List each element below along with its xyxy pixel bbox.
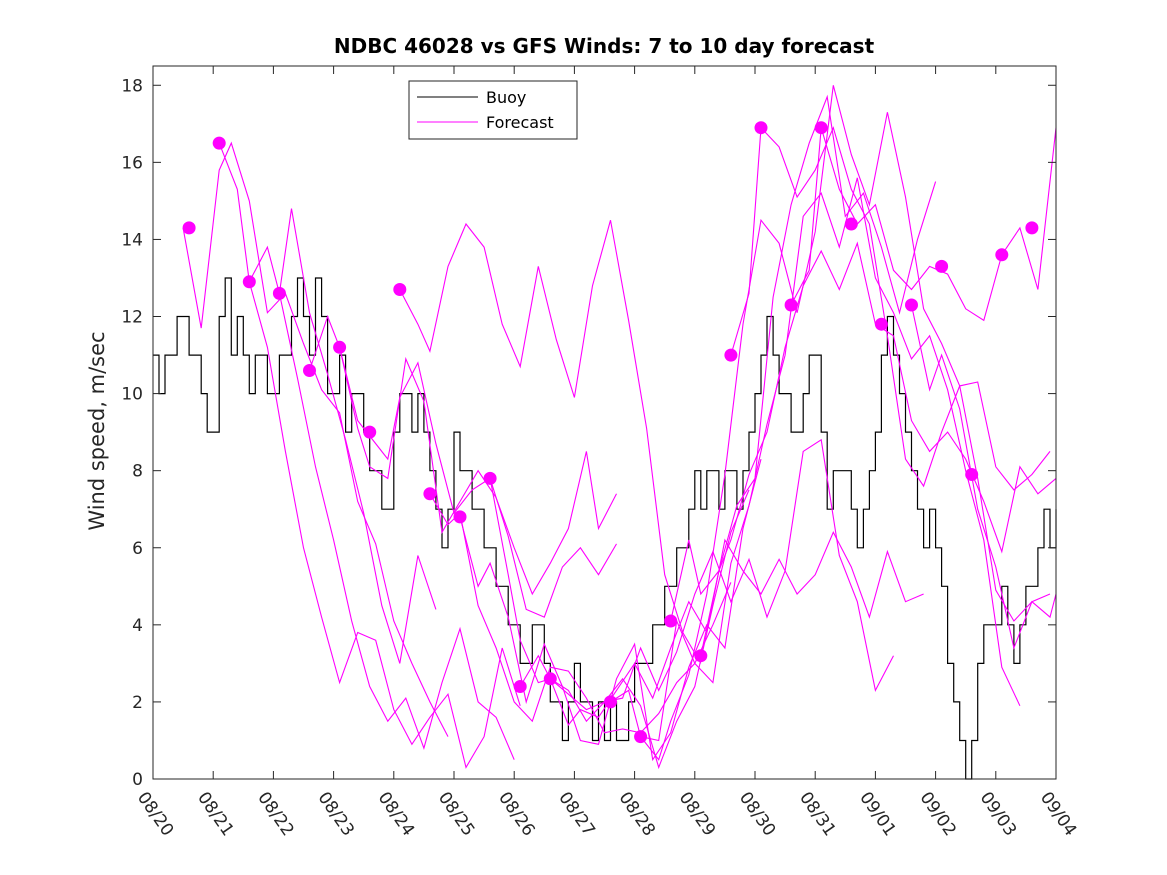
forecast-line-15 bbox=[670, 94, 937, 622]
forecast-line-4 bbox=[278, 293, 515, 760]
forecast-marker bbox=[634, 730, 648, 744]
y-tick-label: 10 bbox=[121, 385, 143, 405]
forecast-series-group bbox=[182, 85, 1057, 770]
y-tick-label: 18 bbox=[121, 76, 143, 96]
legend: Buoy Forecast bbox=[408, 80, 578, 140]
forecast-marker bbox=[814, 121, 828, 135]
y-tick-label: 14 bbox=[121, 230, 143, 250]
axes-box bbox=[152, 65, 1057, 780]
forecast-line-11 bbox=[519, 438, 894, 723]
y-axis-ticks: 0 2 4 6 8 10 12 14 16 18 bbox=[121, 76, 1056, 790]
forecast-marker bbox=[333, 340, 347, 354]
forecast-marker bbox=[212, 136, 226, 150]
forecast-marker bbox=[453, 510, 467, 524]
forecast-line-3 bbox=[248, 208, 437, 664]
forecast-line-7 bbox=[399, 220, 702, 664]
legend-box bbox=[408, 80, 578, 140]
forecast-line-19 bbox=[910, 304, 1057, 650]
forecast-line-5 bbox=[308, 314, 617, 596]
forecast-marker bbox=[935, 259, 949, 273]
forecast-marker bbox=[483, 471, 497, 485]
y-axis-label: Wind speed, m/sec bbox=[85, 331, 109, 530]
forecast-marker bbox=[393, 283, 407, 296]
forecast-marker bbox=[844, 217, 858, 231]
forecast-marker bbox=[874, 317, 888, 331]
forecast-marker bbox=[182, 221, 196, 235]
forecast-marker bbox=[754, 121, 768, 135]
forecast-line-18 bbox=[790, 127, 1057, 322]
forecast-marker bbox=[664, 614, 678, 628]
forecast-marker bbox=[423, 487, 437, 501]
forecast-line-8 bbox=[429, 493, 732, 734]
forecast-line-10 bbox=[489, 478, 750, 770]
forecast-marker bbox=[363, 425, 377, 439]
forecast-line-6 bbox=[339, 347, 617, 618]
plot-area bbox=[152, 65, 1057, 780]
axes-background bbox=[153, 66, 1056, 779]
y-tick-label: 16 bbox=[121, 153, 143, 173]
legend-forecast-label: Forecast bbox=[486, 113, 554, 132]
y-tick-label: 2 bbox=[132, 693, 143, 713]
forecast-marker bbox=[995, 248, 1009, 262]
forecast-marker bbox=[905, 298, 918, 312]
forecast-marker bbox=[965, 468, 979, 481]
forecast-line-9 bbox=[459, 458, 762, 762]
y-tick-label: 6 bbox=[132, 539, 143, 559]
forecast-line-13 bbox=[610, 177, 1021, 742]
forecast-marker bbox=[604, 695, 617, 709]
y-tick-label: 8 bbox=[132, 462, 143, 482]
forecast-marker-group bbox=[182, 121, 1039, 744]
y-tick-label: 0 bbox=[132, 770, 143, 790]
forecast-marker bbox=[272, 286, 286, 300]
forecast-line-14 bbox=[640, 85, 1051, 761]
forecast-marker bbox=[694, 649, 708, 663]
chart-title: NDBC 46028 vs GFS Winds: 7 to 10 day for… bbox=[334, 34, 875, 58]
forecast-line-2 bbox=[218, 142, 521, 769]
forecast-marker bbox=[303, 364, 316, 377]
forecast-marker bbox=[724, 348, 738, 362]
y-tick-label: 4 bbox=[132, 616, 143, 636]
forecast-marker bbox=[543, 672, 557, 686]
forecast-marker bbox=[1025, 221, 1039, 235]
legend-buoy-label: Buoy bbox=[486, 88, 526, 107]
forecast-marker bbox=[513, 680, 527, 693]
forecast-marker bbox=[242, 275, 256, 289]
forecast-line-17 bbox=[730, 126, 1051, 491]
forecast-marker bbox=[784, 298, 798, 312]
y-tick-label: 12 bbox=[121, 308, 143, 328]
